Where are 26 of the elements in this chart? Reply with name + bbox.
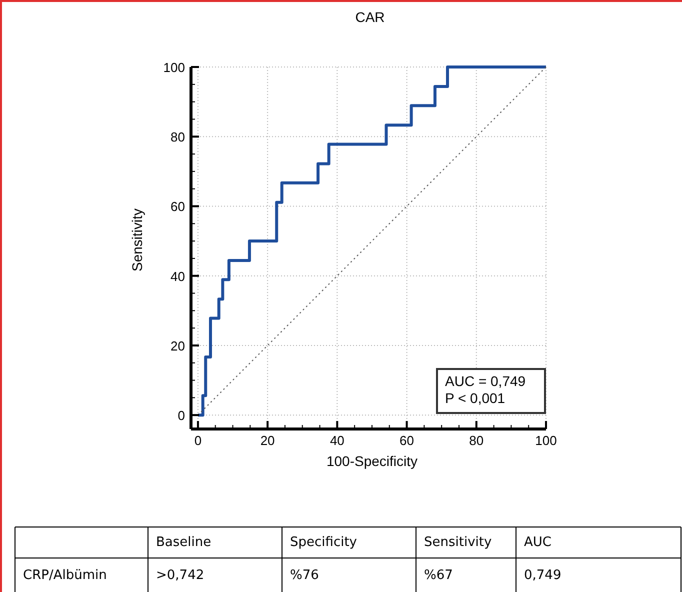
y-tick-label: 80: [170, 130, 185, 145]
text: CRP/Albümin: [23, 568, 107, 583]
x-tick-label: 60: [400, 433, 414, 448]
text: %67: [424, 568, 453, 583]
y-tick-label: 0: [178, 408, 185, 424]
x-tick-label: 100: [535, 433, 557, 448]
x-axis-title: 100-Specificity: [326, 453, 418, 469]
annotation: P < 0,001: [445, 390, 506, 406]
text: %76: [290, 568, 319, 583]
category-label: Specificity: [290, 535, 358, 550]
y-tick-label: 20: [170, 338, 185, 354]
annotation: AUC = 0,749: [445, 373, 526, 389]
y-axis-title: Sensitivity: [129, 208, 145, 272]
x-tick-label: 20: [260, 433, 275, 448]
chart-title: CAR: [355, 9, 385, 25]
x-tick-label: 80: [469, 433, 484, 448]
y-tick-label: 100: [163, 60, 185, 75]
category-label: AUC: [524, 535, 552, 550]
category-label: Baseline: [156, 535, 212, 550]
text: 0,749: [524, 568, 562, 583]
y-tick-label: 60: [170, 199, 185, 214]
y-tick-label: 40: [170, 268, 185, 284]
category-label: Sensitivity: [424, 535, 492, 550]
x-tick-label: 40: [330, 433, 344, 448]
x-tick-label: 0: [194, 433, 202, 448]
text: >0,742: [156, 568, 204, 583]
